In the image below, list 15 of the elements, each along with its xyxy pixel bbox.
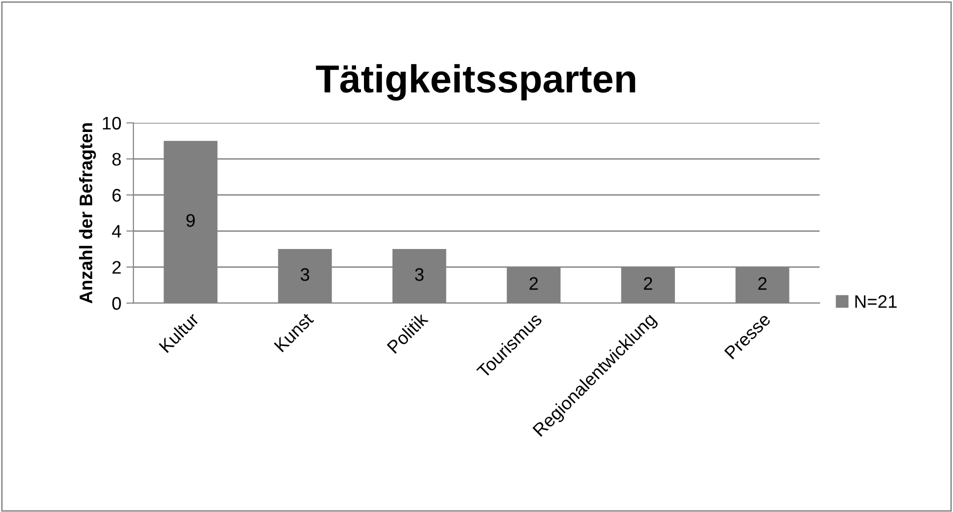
data-label: 3	[300, 268, 310, 281]
y-tick-label: 4	[112, 225, 122, 238]
y-tick-label: 6	[112, 188, 121, 202]
data-label: 2	[530, 277, 538, 290]
data-label: 2	[644, 277, 652, 290]
chart-title: Tätigkeitssparten	[316, 64, 636, 101]
legend-label: N=21	[855, 295, 897, 308]
data-label: 9	[186, 214, 195, 227]
y-axis-title: Anzahl der Befragten	[79, 123, 96, 304]
data-label: 2	[758, 277, 767, 290]
y-tick-label: 0	[112, 297, 121, 310]
data-label: 3	[414, 268, 424, 281]
y-tick-label: 2	[112, 260, 121, 274]
y-tick-label: 8	[112, 152, 121, 166]
y-tick-label: 10	[102, 116, 121, 130]
